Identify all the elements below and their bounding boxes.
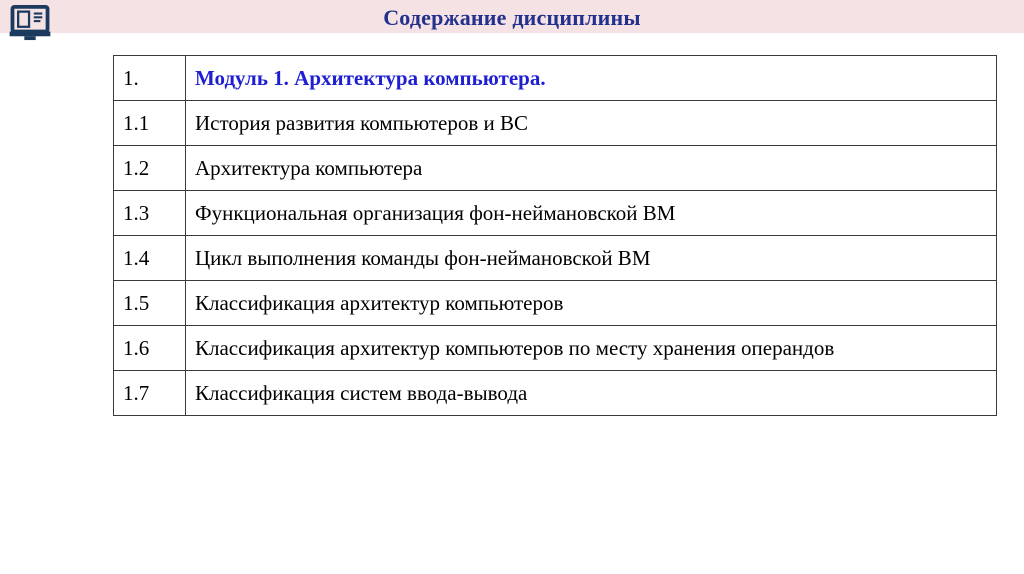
contents-table: 1. Модуль 1. Архитектура компьютера. 1.1 Ис…: [113, 55, 997, 416]
row-title-cell: Классификация систем ввода-вывода: [185, 370, 997, 416]
row-title-cell: Классификация архитектур компьютеров: [185, 280, 997, 326]
row-title-cell: История развития компьютеров и ВС: [185, 100, 997, 146]
open-book-icon: [9, 5, 51, 41]
page-title: Содержание дисциплины: [383, 4, 641, 30]
row-title-cell: Цикл выполнения команды фон-неймановской…: [185, 235, 997, 281]
table-row: 1.5 Классификация архитектур компьютеров: [113, 280, 997, 326]
table-row: 1. Модуль 1. Архитектура компьютера.: [113, 55, 997, 101]
row-title-cell: Архитектура компьютера: [185, 145, 997, 191]
row-number-cell: 1.: [113, 55, 186, 101]
row-number-cell: 1.6: [113, 325, 186, 371]
row-number-cell: 1.3: [113, 190, 186, 236]
row-number-cell: 1.2: [113, 145, 186, 191]
table-row: 1.7 Классификация систем ввода-вывода: [113, 370, 997, 416]
table-row: 1.6 Классификация архитектур компьютеров …: [113, 325, 997, 371]
table-row: 1.2 Архитектура компьютера: [113, 145, 997, 191]
row-title-cell: Классификация архитектур компьютеров по …: [185, 325, 997, 371]
row-number-cell: 1.5: [113, 280, 186, 326]
row-number-cell: 1.4: [113, 235, 186, 281]
table-row: 1.3 Функциональная организация фон-нейман…: [113, 190, 997, 236]
header-bar: Содержание дисциплины: [0, 0, 1024, 33]
row-number-cell: 1.7: [113, 370, 186, 416]
table-row: 1.4 Цикл выполнения команды фон-неймановс…: [113, 235, 997, 281]
table-row: 1.1 История развития компьютеров и ВС: [113, 100, 997, 146]
row-number-cell: 1.1: [113, 100, 186, 146]
row-title-cell: Функциональная организация фон-неймановс…: [185, 190, 997, 236]
row-title-cell: Модуль 1. Архитектура компьютера.: [185, 55, 997, 101]
